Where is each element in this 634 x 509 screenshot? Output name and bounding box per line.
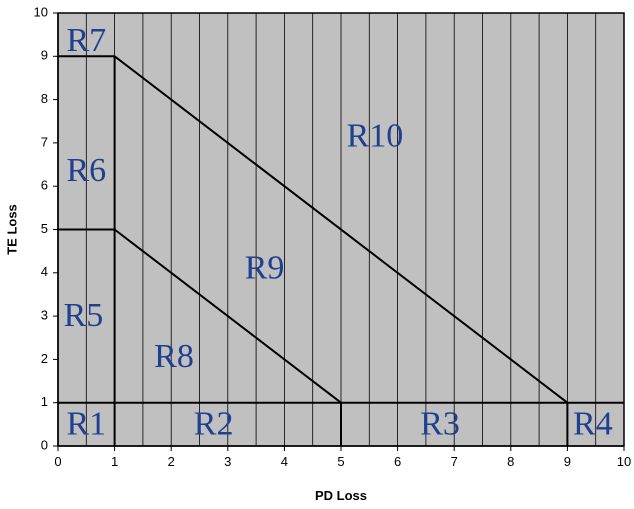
region-label-r4: R4: [573, 405, 613, 442]
region-label-r3: R3: [420, 405, 460, 442]
y-tick-label: 1: [41, 394, 48, 409]
y-tick-label: 2: [41, 351, 48, 366]
region-label-r1: R1: [66, 405, 106, 442]
boundary-line: [113, 228, 342, 404]
x-tick-label: 2: [168, 454, 175, 469]
region-label-r10: R10: [347, 117, 404, 154]
region-label-r7: R7: [66, 22, 106, 59]
y-tick-label: 5: [41, 221, 48, 236]
x-tick-label: 4: [281, 454, 288, 469]
y-tick-label: 7: [41, 134, 48, 149]
region-label-r2: R2: [194, 405, 234, 442]
x-tick-label: 10: [617, 454, 631, 469]
y-tick-label: 6: [41, 178, 48, 193]
region-label-r6: R6: [66, 152, 106, 189]
x-tick-label: 1: [111, 454, 118, 469]
x-tick-label: 8: [507, 454, 514, 469]
x-tick-label: 7: [451, 454, 458, 469]
x-tick-label: 5: [337, 454, 344, 469]
region-label-r8: R8: [154, 338, 194, 375]
y-tick-label: 3: [41, 308, 48, 323]
y-tick-label: 9: [41, 48, 48, 63]
region-boundaries: [58, 55, 624, 446]
y-tick-label: 10: [34, 4, 48, 19]
x-axis: 0 1 2 3 4 5 6 7 8 9 10: [54, 445, 631, 469]
x-tick-label: 0: [54, 454, 61, 469]
y-axis: 0 1 2 3 4 5 6 7 8 9 10: [34, 4, 59, 452]
x-tick-label: 9: [564, 454, 571, 469]
y-tick-label: 8: [41, 91, 48, 106]
x-axis-title: PD Loss: [315, 488, 367, 503]
boundary-line: [113, 55, 569, 404]
x-tick-label: 6: [394, 454, 401, 469]
y-axis-title: TE Loss: [4, 204, 19, 255]
y-tick-label: 0: [41, 437, 48, 452]
region-labels: R1 R2 R3 R4 R5 R6 R7 R8 R9 R10: [64, 22, 613, 442]
y-tick-label: 4: [41, 264, 48, 279]
region-label-r5: R5: [64, 297, 104, 334]
x-tick-label: 3: [224, 454, 231, 469]
region-label-r9: R9: [245, 249, 285, 286]
